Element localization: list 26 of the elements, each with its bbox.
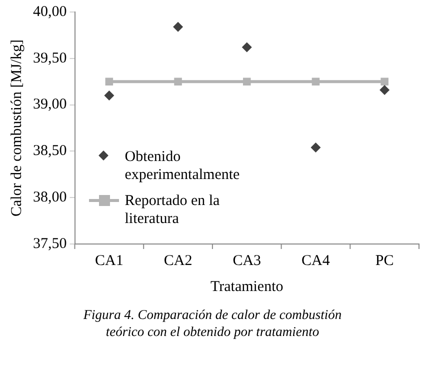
point [104, 90, 114, 101]
point [174, 78, 182, 86]
y-tick-label: 38,50 [33, 143, 67, 160]
y-tick-label: 40,00 [33, 4, 67, 20]
point [242, 78, 251, 86]
legend-label: Obtenido experimentalmente [124, 148, 241, 184]
x-tick-label: PC [375, 252, 394, 269]
y-tick-label: 38,00 [33, 190, 67, 206]
x-tick-label: CA1 [95, 252, 124, 269]
x-axis-title: Tratamiento [210, 278, 284, 295]
point [242, 42, 252, 52]
point [173, 22, 184, 32]
legend-label: Reportado en la literatura [124, 192, 221, 228]
point [105, 78, 114, 86]
y-tick-label: 37,50 [33, 236, 67, 252]
y-tick-label: 39,00 [33, 96, 67, 113]
y-tick-label: 39,50 [33, 50, 67, 66]
x-tick-label: CA2 [164, 252, 192, 269]
point [380, 84, 390, 95]
x-tick-label: CA4 [302, 252, 330, 269]
x-tick-label: CA3 [232, 252, 262, 269]
text: Figura 4. Comparación de calor de combustión teórico con el obtenido por tratamiento [82, 306, 343, 340]
y-axis-title: Calor de combustión [MJ/kg] [8, 39, 25, 217]
point [380, 78, 388, 86]
point [312, 78, 320, 86]
point [310, 142, 321, 152]
